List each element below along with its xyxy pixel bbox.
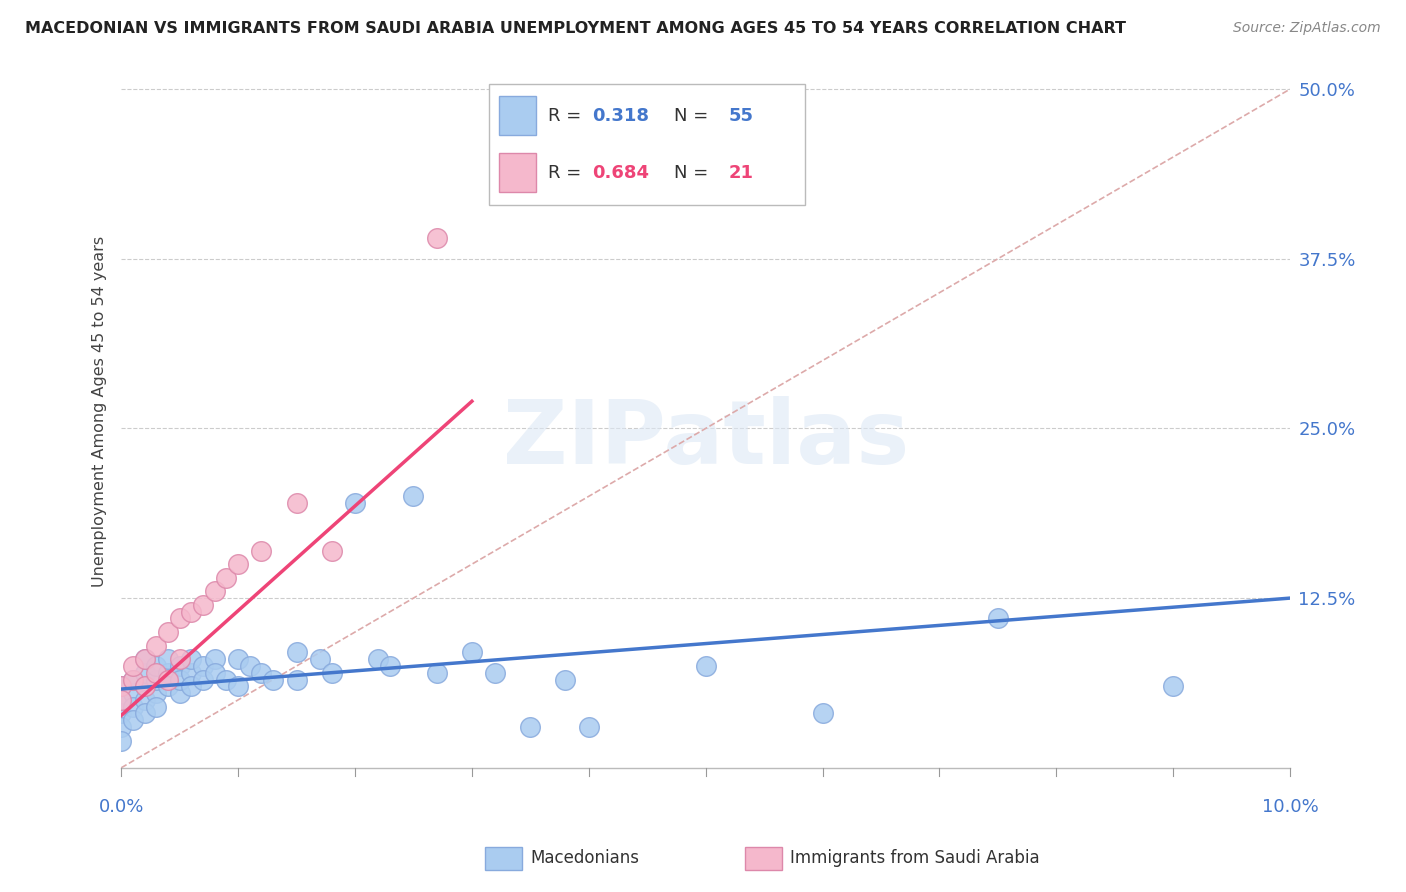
Y-axis label: Unemployment Among Ages 45 to 54 years: Unemployment Among Ages 45 to 54 years bbox=[93, 235, 107, 587]
Point bbox=[343, 496, 366, 510]
Point bbox=[145, 673, 167, 687]
Text: MACEDONIAN VS IMMIGRANTS FROM SAUDI ARABIA UNEMPLOYMENT AMONG AGES 45 TO 54 YEAR: MACEDONIAN VS IMMIGRANTS FROM SAUDI ARAB… bbox=[25, 21, 1126, 37]
Point bbox=[156, 625, 179, 640]
Point bbox=[1161, 679, 1184, 693]
Text: 55: 55 bbox=[730, 107, 754, 125]
Point bbox=[180, 605, 202, 619]
Text: R =: R = bbox=[548, 164, 586, 182]
FancyBboxPatch shape bbox=[489, 84, 806, 205]
Point bbox=[226, 652, 249, 666]
Point bbox=[122, 699, 145, 714]
Text: Macedonians: Macedonians bbox=[530, 849, 640, 867]
Point bbox=[321, 665, 343, 680]
Point bbox=[145, 699, 167, 714]
Point bbox=[110, 679, 132, 693]
Point bbox=[285, 496, 308, 510]
Point bbox=[554, 673, 576, 687]
Point bbox=[191, 673, 214, 687]
Point bbox=[695, 659, 717, 673]
Point bbox=[226, 557, 249, 571]
Point bbox=[402, 489, 425, 503]
Point bbox=[180, 679, 202, 693]
Point bbox=[191, 659, 214, 673]
Point bbox=[134, 652, 156, 666]
Point bbox=[285, 673, 308, 687]
Text: 0.0%: 0.0% bbox=[98, 797, 143, 815]
Text: Source: ZipAtlas.com: Source: ZipAtlas.com bbox=[1233, 21, 1381, 36]
Point bbox=[145, 686, 167, 700]
Point bbox=[145, 665, 167, 680]
Point bbox=[134, 679, 156, 693]
Point bbox=[110, 706, 132, 721]
Point bbox=[122, 659, 145, 673]
Point bbox=[367, 652, 389, 666]
Point bbox=[204, 665, 226, 680]
Point bbox=[110, 679, 132, 693]
Point bbox=[169, 659, 191, 673]
Text: R =: R = bbox=[548, 107, 586, 125]
Point bbox=[250, 543, 273, 558]
Point bbox=[145, 659, 167, 673]
Point bbox=[215, 571, 238, 585]
Point bbox=[578, 720, 600, 734]
Point bbox=[134, 652, 156, 666]
Point bbox=[239, 659, 262, 673]
Point bbox=[110, 733, 132, 747]
Point bbox=[134, 679, 156, 693]
Point bbox=[309, 652, 332, 666]
Text: 21: 21 bbox=[730, 164, 754, 182]
Point bbox=[226, 679, 249, 693]
Point bbox=[145, 639, 167, 653]
Point bbox=[987, 611, 1010, 625]
Text: Immigrants from Saudi Arabia: Immigrants from Saudi Arabia bbox=[790, 849, 1040, 867]
Point bbox=[191, 598, 214, 612]
Point bbox=[134, 665, 156, 680]
Point bbox=[122, 673, 145, 687]
Point bbox=[426, 665, 449, 680]
Point bbox=[484, 665, 506, 680]
Point bbox=[204, 652, 226, 666]
Point bbox=[378, 659, 401, 673]
Point bbox=[122, 673, 145, 687]
Text: ZIPatlas: ZIPatlas bbox=[502, 396, 908, 483]
Point bbox=[156, 679, 179, 693]
Point bbox=[426, 231, 449, 245]
Point bbox=[169, 611, 191, 625]
Text: 0.318: 0.318 bbox=[592, 107, 650, 125]
Point bbox=[122, 713, 145, 727]
Point bbox=[169, 686, 191, 700]
Point bbox=[215, 673, 238, 687]
Point bbox=[134, 693, 156, 707]
Point bbox=[811, 706, 834, 721]
Point bbox=[110, 693, 132, 707]
Point bbox=[180, 652, 202, 666]
Text: N =: N = bbox=[673, 164, 709, 182]
Point bbox=[156, 665, 179, 680]
Point bbox=[250, 665, 273, 680]
Text: 0.684: 0.684 bbox=[592, 164, 650, 182]
Point bbox=[110, 720, 132, 734]
Point bbox=[110, 693, 132, 707]
Point bbox=[156, 673, 179, 687]
Point bbox=[285, 645, 308, 659]
Point bbox=[262, 673, 284, 687]
Point bbox=[461, 645, 484, 659]
Point bbox=[122, 686, 145, 700]
Point bbox=[156, 652, 179, 666]
Point bbox=[180, 665, 202, 680]
Point bbox=[321, 543, 343, 558]
Point bbox=[169, 673, 191, 687]
Text: N =: N = bbox=[673, 107, 709, 125]
FancyBboxPatch shape bbox=[499, 96, 536, 136]
FancyBboxPatch shape bbox=[499, 153, 536, 193]
Point bbox=[169, 652, 191, 666]
Point bbox=[134, 706, 156, 721]
Point bbox=[519, 720, 541, 734]
Text: 10.0%: 10.0% bbox=[1261, 797, 1319, 815]
Point bbox=[204, 584, 226, 599]
